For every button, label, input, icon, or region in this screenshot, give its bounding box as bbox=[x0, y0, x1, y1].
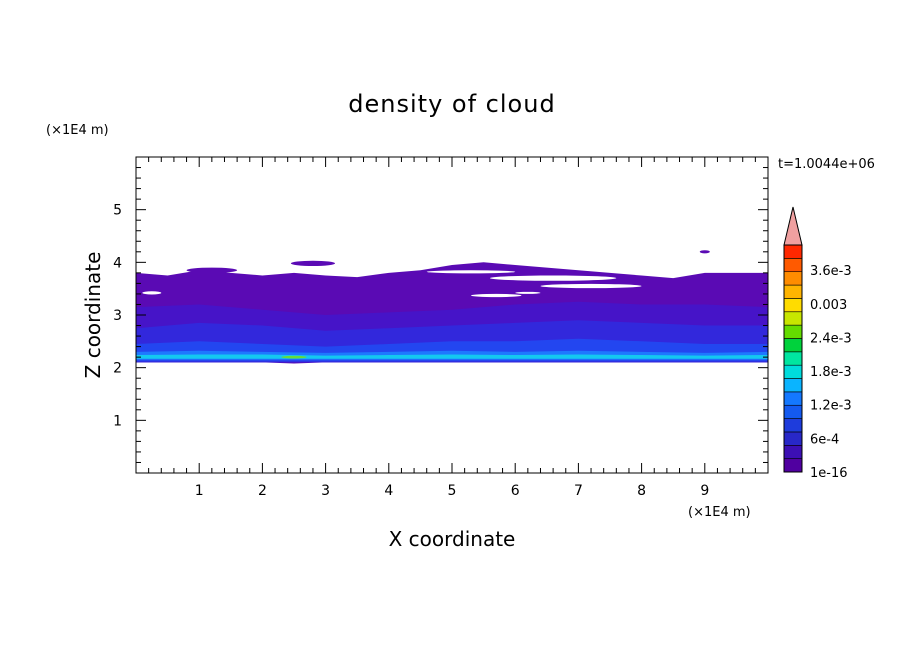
x-axis-title: X coordinate bbox=[389, 527, 516, 551]
colorbar-label: 6e-4 bbox=[810, 432, 839, 447]
colorbar-swatch bbox=[783, 431, 803, 446]
colorbar-swatch bbox=[783, 258, 803, 273]
colorbar-label: 2.4e-3 bbox=[810, 331, 852, 346]
colorbar-swatch bbox=[783, 458, 803, 473]
y-tick-label: 3 bbox=[113, 308, 122, 324]
colorbar-extend-arrow bbox=[783, 206, 803, 246]
colorbar-swatch bbox=[783, 338, 803, 353]
colorbar-label: 0.003 bbox=[810, 298, 847, 313]
contour-gap-3 bbox=[540, 283, 642, 289]
x-tick-label: 9 bbox=[700, 483, 709, 499]
contour-gap-5 bbox=[515, 291, 541, 294]
colorbar-swatch bbox=[783, 284, 803, 299]
x-tick-label: 2 bbox=[258, 483, 267, 499]
contour-island-3 bbox=[281, 355, 307, 359]
x-tick-label: 5 bbox=[448, 483, 457, 499]
colorbar-swatch bbox=[783, 444, 803, 459]
contour-gap-0 bbox=[142, 291, 162, 295]
time-label: t=1.0044e+06 bbox=[778, 157, 875, 172]
colorbar: 1e-16 6e-4 1.2e-3 1.8e-3 2.4e-3 0.003 3.6e-3 bbox=[783, 206, 852, 481]
y-tick-label: 4 bbox=[113, 255, 122, 271]
x-tick-label: 7 bbox=[574, 483, 583, 499]
x-unit-label: (×1E4 m) bbox=[688, 505, 751, 520]
x-axis: 1 2 3 4 5 6 7 8 9 bbox=[148, 157, 756, 499]
y-tick-label: 2 bbox=[113, 361, 122, 377]
x-tick-label: 6 bbox=[511, 483, 520, 499]
colorbar-swatch bbox=[783, 244, 803, 259]
x-tick-label: 3 bbox=[321, 483, 330, 499]
contour-gap-2 bbox=[489, 275, 617, 281]
colorbar-swatch bbox=[783, 271, 803, 286]
x-tick-label: 8 bbox=[637, 483, 646, 499]
y-axis-title: Z coordinate bbox=[81, 252, 105, 379]
colorbar-swatch bbox=[783, 378, 803, 393]
chart-title: density of cloud bbox=[348, 90, 555, 118]
colorbar-label: 1.2e-3 bbox=[810, 399, 852, 414]
contour-island-2 bbox=[699, 250, 710, 254]
colorbar-frame bbox=[783, 244, 803, 473]
colorbar-swatch bbox=[783, 311, 803, 326]
y-axis: 1 2 3 4 5 bbox=[113, 167, 768, 463]
plot-area bbox=[136, 250, 768, 364]
colorbar-label: 3.6e-3 bbox=[810, 264, 852, 279]
colorbar-swatch bbox=[783, 418, 803, 433]
contour-island-0 bbox=[186, 267, 238, 273]
colorbar-swatch bbox=[783, 364, 803, 379]
contour-island-1 bbox=[290, 260, 336, 267]
contour-gap-4 bbox=[470, 293, 522, 298]
y-unit-label: (×1E4 m) bbox=[46, 123, 109, 138]
colorbar-label: 1.8e-3 bbox=[810, 365, 852, 380]
y-tick-label: 1 bbox=[113, 413, 122, 429]
colorbar-swatch bbox=[783, 351, 803, 366]
contour-gap-1 bbox=[426, 270, 516, 274]
x-tick-label: 1 bbox=[195, 483, 204, 499]
colorbar-swatch bbox=[783, 391, 803, 406]
colorbar-label: 1e-16 bbox=[810, 466, 848, 481]
colorbar-swatch bbox=[783, 298, 803, 313]
x-tick-label: 4 bbox=[384, 483, 393, 499]
y-tick-label: 5 bbox=[113, 203, 122, 219]
colorbar-swatch bbox=[783, 324, 803, 339]
colorbar-swatch bbox=[783, 404, 803, 419]
